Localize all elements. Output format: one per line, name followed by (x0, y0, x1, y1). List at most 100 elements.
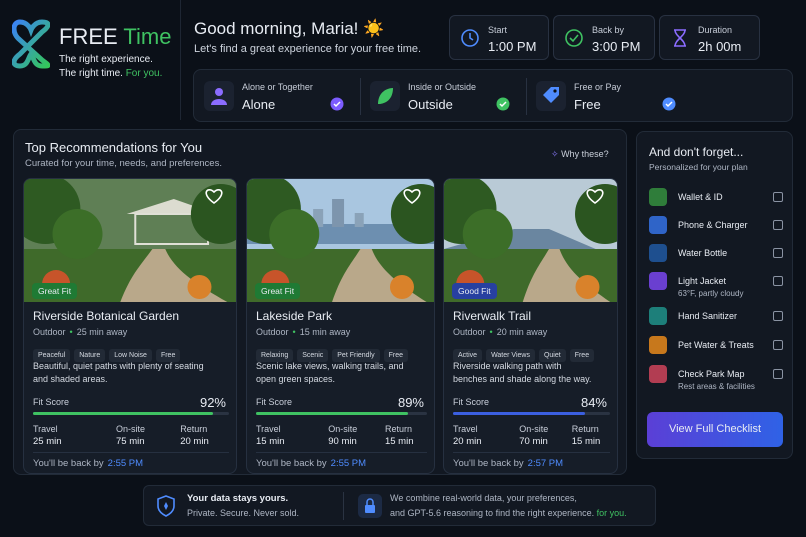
time-value: 2h 00m (698, 39, 742, 54)
stat-value: 15 min (256, 436, 285, 447)
card-meta: Outdoor • 20 min away (453, 327, 547, 337)
fit-badge: Great Fit (32, 283, 78, 299)
time-icon (461, 29, 479, 47)
tag: Free (383, 349, 409, 362)
tag: Nature (74, 349, 106, 362)
stat-label: On-site (328, 424, 358, 434)
checkbox[interactable] (773, 369, 783, 379)
checklist-item[interactable]: Water Bottle (649, 244, 789, 264)
checklist-item[interactable]: Wallet & ID (649, 188, 789, 208)
checkbox[interactable] (773, 311, 783, 321)
time-label: Duration (698, 25, 733, 35)
preference-value: Outside (408, 97, 453, 112)
tags: Peaceful Nature Low Noise Free (33, 344, 184, 362)
back-time: 2:57 PM (527, 458, 564, 469)
divider (343, 492, 344, 520)
checklist-subtitle: Personalized for your plan (649, 162, 748, 172)
checklist-item[interactable]: Hand Sanitizer (649, 307, 789, 327)
item-icon (649, 188, 667, 206)
why-text[interactable]: Why these? (561, 149, 609, 159)
item-label: Phone & Charger (678, 220, 748, 230)
item-icon (649, 216, 667, 234)
checklist-item[interactable]: Phone & Charger (649, 216, 789, 236)
time-label: Back by (592, 25, 625, 35)
fit-badge: Great Fit (255, 283, 301, 299)
back-by: You'll be back by 2:55 PM (33, 458, 143, 469)
dot: • (292, 327, 296, 337)
privacy-text: Private. Secure. Never sold. (187, 508, 300, 518)
item-label: Check Park Map (678, 369, 745, 379)
back-label: You'll be back by (453, 458, 524, 469)
brand-name-a: FREE (59, 24, 118, 49)
divider (526, 78, 527, 115)
brand-name: FREE Time (59, 24, 171, 50)
checklist-item[interactable]: Light Jacket 63°F, partly cloudy (649, 272, 789, 298)
divider (360, 78, 361, 115)
stat-value: 75 min (116, 436, 145, 447)
stat-label: On-site (519, 424, 549, 434)
time-value: 3:00 PM (592, 39, 641, 54)
checklist-item[interactable]: Check Park Map Rest areas & facilities (649, 365, 789, 391)
recommendation-card[interactable]: Great Fit Riverside Botanical Garden Outdo… (23, 178, 237, 474)
item-label: Pet Water & Treats (678, 340, 754, 350)
stat-label: Return (571, 424, 599, 434)
method-text: and GPT-5.6 reasoning to find the right … (390, 508, 627, 518)
tagline-accent: For you. (125, 68, 163, 79)
checkbox[interactable] (773, 220, 783, 230)
preference: Alone or Together Alone (194, 70, 360, 123)
checkbox[interactable] (773, 276, 783, 286)
item-label: Wallet & ID (678, 192, 723, 202)
tag: Free (569, 349, 595, 362)
tag: Quiet (538, 349, 566, 362)
checkbox[interactable] (773, 340, 783, 350)
fit-bar (453, 412, 585, 415)
checklist-button[interactable]: View Full Checklist (647, 412, 783, 447)
divider (453, 452, 610, 453)
checkbox[interactable] (773, 192, 783, 202)
card-description: Riverside walking path with benches and … (453, 361, 592, 384)
back-label: You'll be back by (256, 458, 327, 469)
stat-value: 70 min (519, 436, 548, 447)
divider (256, 452, 427, 453)
recommendation-card[interactable]: Great Fit Lakeside Park Outdoor • 15 min awa… (246, 178, 435, 474)
item-note: Rest areas & facilities (678, 382, 755, 391)
checklist-item[interactable]: Pet Water & Treats (649, 336, 789, 356)
card-description: Scenic lake views, walking trails, and o… (256, 361, 404, 384)
preference-label: Inside or Outside (408, 82, 477, 92)
card-title: Lakeside Park (256, 309, 333, 323)
card-description: Beautiful, quiet paths with plenty of se… (33, 361, 204, 384)
preference-label: Alone or Together (242, 82, 313, 92)
item-icon (649, 307, 667, 325)
divider (33, 452, 229, 453)
tag: Free (155, 349, 181, 362)
stat-label: Travel (453, 424, 478, 434)
fit-bar (33, 412, 214, 415)
method-text-2: and GPT-5.6 reasoning to find the right … (390, 508, 595, 518)
item-icon (649, 336, 667, 354)
preference-value: Alone (242, 97, 276, 112)
tag: Peaceful (33, 349, 71, 362)
checklist-panel: And don't forget... Personalized for you… (636, 131, 793, 459)
back-label: You'll be back by (33, 458, 104, 469)
fit-label: Fit Score (33, 397, 70, 407)
fit-label: Fit Score (256, 397, 293, 407)
fit-score: 92% (199, 395, 226, 410)
fit-track (33, 412, 229, 415)
time-icon (674, 29, 686, 47)
stat-value: 90 min (328, 436, 357, 447)
time-value: 1:00 PM (488, 39, 537, 54)
card-distance: 25 min away (76, 327, 128, 337)
stat-value: 20 min (453, 436, 482, 447)
preference-label: Free or Pay (574, 82, 622, 92)
checkbox[interactable] (773, 248, 783, 258)
fit-score: 89% (397, 395, 424, 410)
check-badge (330, 97, 344, 111)
tagline: The right time. For you. (59, 68, 162, 79)
tag: Scenic (297, 349, 329, 362)
why-link[interactable]: ✧ Why these? (551, 149, 609, 159)
preference-icon (204, 81, 234, 111)
stat-value: 20 min (180, 436, 209, 447)
stat-value: 15 min (384, 436, 414, 447)
recommendation-card[interactable]: Good Fit Riverwalk Trail Outdoor • 20 min aw… (443, 178, 618, 474)
